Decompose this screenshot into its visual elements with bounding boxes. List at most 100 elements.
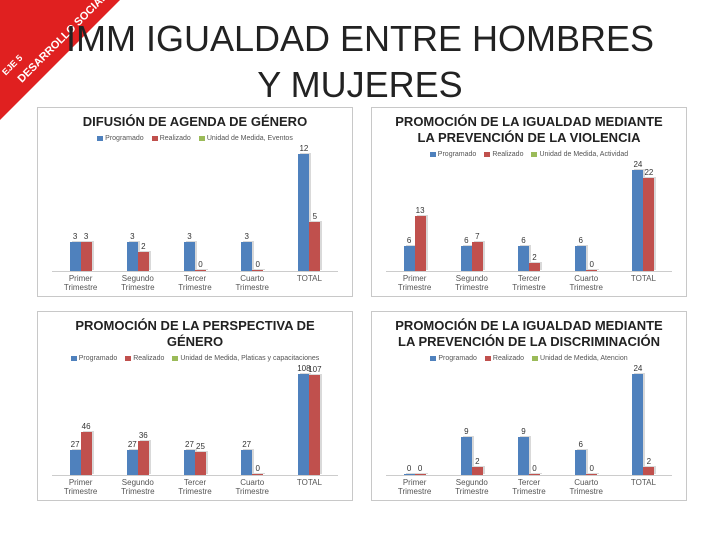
chart-title: PROMOCIÓN DE LA IGUALDAD MEDIANTE LA PRE…	[395, 318, 663, 349]
legend-label: Unidad de Medida, Eventos	[206, 135, 293, 142]
data-label: 6	[578, 235, 583, 245]
chart-panel: PROMOCIÓN DE LA IGUALDAD MEDIANTE LA PRE…	[371, 107, 687, 297]
legend-label: Realizado	[492, 151, 524, 158]
bar	[126, 449, 138, 475]
x-tick-label: Tercer Trimestre	[178, 478, 212, 496]
title-line: IMM IGUALDAD ENTRE HOMBRES	[65, 18, 655, 59]
data-label: 9	[464, 427, 469, 437]
bar	[241, 241, 253, 271]
legend-label: Programado	[105, 135, 144, 142]
data-label: 0	[255, 463, 260, 473]
bar	[643, 466, 655, 475]
bar	[460, 245, 472, 271]
x-tick-label: Tercer Trimestre	[512, 478, 546, 496]
bar	[195, 269, 206, 271]
bar	[518, 245, 529, 271]
data-label: 27	[127, 439, 137, 449]
bar	[575, 449, 587, 475]
data-label: 2	[646, 456, 652, 466]
x-tick-label: Primer Trimestre	[63, 274, 98, 292]
bar	[252, 269, 264, 271]
category-labels: Primer Trimestre Segundo Trimestre Tercer …	[52, 274, 338, 292]
data-label: 0	[255, 259, 260, 269]
data-label: 13	[415, 206, 425, 216]
corner-ribbon	[0, 0, 120, 120]
data-label: 2	[532, 252, 537, 262]
x-tick-label: TOTAL	[296, 274, 322, 283]
bar	[460, 437, 472, 475]
bar	[529, 473, 540, 475]
bar	[80, 241, 92, 271]
data-label: 6	[464, 235, 469, 245]
x-tick-label: Primer Trimestre	[397, 478, 432, 496]
legend-swatch	[151, 136, 158, 141]
data-label: 27	[242, 439, 252, 449]
bar	[471, 466, 483, 475]
legend-entry: Unidad de Medida, Actividad	[531, 151, 628, 158]
bar	[69, 241, 81, 271]
plot-area: 0 9 9 6 24 0 2 0 0 2	[386, 362, 672, 476]
plot-area: 3 3 3 3 12 3 2 0 0 5	[52, 142, 338, 272]
legend-entry: Unidad de Medida, Atencion	[532, 355, 628, 362]
data-label: 7	[475, 231, 480, 241]
legend-label: Unidad de Medida, Platicas y capacitacio…	[180, 355, 320, 362]
bar	[252, 473, 264, 475]
bar	[414, 216, 426, 271]
legend-entry: Unidad de Medida, Platicas y capacitacio…	[172, 355, 319, 362]
bar	[298, 374, 310, 475]
category-labels: Primer Trimestre Segundo Trimestre Tercer …	[386, 274, 672, 292]
data-label: 2	[141, 241, 146, 251]
data-label: 6	[521, 235, 526, 245]
data-label: 2	[475, 456, 480, 466]
data-label: 3	[244, 231, 249, 241]
legend-label: Realizado	[133, 355, 165, 362]
bar	[529, 262, 540, 271]
data-label: 24	[633, 160, 643, 169]
data-label: 36	[138, 431, 148, 441]
legend-label: Programado	[437, 151, 477, 158]
chart-title: PROMOCIÓN DE LA IGUALDAD MEDIANTE LA PRE…	[395, 114, 663, 145]
legend-entry: Programado	[429, 151, 477, 158]
x-tick-label: Segundo Trimestre	[455, 478, 489, 496]
data-label: 0	[589, 259, 594, 269]
legend-swatch	[70, 356, 77, 361]
bar	[80, 431, 92, 475]
x-tick-label: Tercer Trimestre	[512, 274, 546, 292]
legend-entry: Programado	[430, 355, 477, 362]
plot-area: 27 27 27 27 108 46 36 25 0 107	[52, 362, 338, 476]
legend-swatch	[97, 136, 104, 141]
chart-panel: PROMOCIÓN DE LA IGUALDAD MEDIANTE LA PRE…	[371, 311, 687, 501]
x-tick-label: Segundo Trimestre	[121, 274, 155, 292]
bar	[69, 449, 81, 475]
data-label: 0	[589, 463, 594, 473]
bar	[137, 251, 149, 271]
data-label: 108	[297, 364, 311, 373]
data-label: 12	[299, 144, 309, 153]
bar	[184, 449, 195, 475]
legend-label: Programado	[78, 355, 118, 362]
x-tick-label: Primer Trimestre	[397, 274, 432, 292]
data-label: 6	[578, 439, 583, 449]
plot-area: 6 6 6 6 24 13 7 2 0 22	[386, 158, 672, 272]
x-tick-label: Segundo Trimestre	[121, 478, 155, 496]
legend-label: Programado	[438, 355, 477, 362]
legend: Programado Realizado Unidad de Medida, Act…	[372, 151, 686, 158]
bar	[126, 241, 138, 271]
legend-entry: Realizado	[484, 151, 523, 158]
legend-entry: Unidad de Medida, Eventos	[198, 135, 293, 142]
legend-swatch	[532, 356, 539, 361]
legend-entry: Realizado	[125, 355, 164, 362]
legend-label: Realizado	[159, 135, 191, 142]
category-labels: Primer Trimestre Segundo Trimestre Tercer …	[52, 478, 338, 496]
chart-panel: DIFUSIÓN DE AGENDA DE GÉNERO Programado Re…	[37, 107, 353, 297]
category-labels: Primer Trimestre Segundo Trimestre Tercer …	[386, 478, 672, 496]
bar	[586, 269, 598, 271]
data-label: 0	[532, 463, 537, 473]
x-tick-label: Primer Trimestre	[63, 478, 98, 496]
bar	[586, 473, 598, 475]
data-label: 3	[83, 231, 89, 241]
legend-entry: Programado	[97, 135, 144, 142]
bar	[403, 245, 415, 271]
legend: Programado Realizado Unidad de Medida, Eve…	[38, 135, 352, 142]
